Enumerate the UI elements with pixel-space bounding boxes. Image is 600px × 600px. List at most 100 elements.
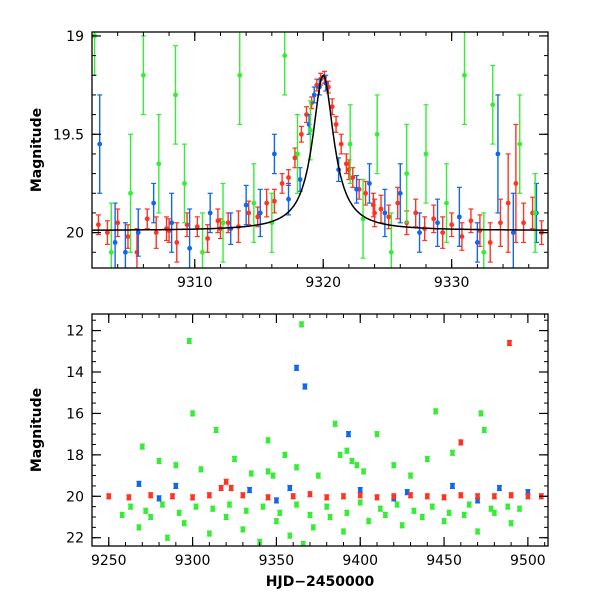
data-point-green [361, 468, 367, 475]
data-point-blue [404, 489, 410, 496]
data-point-green [340, 528, 346, 535]
data-point-green [277, 509, 283, 516]
data-point-red [441, 494, 447, 501]
data-point-green [199, 212, 205, 268]
data-point-blue [169, 192, 175, 253]
data-point-green [108, 202, 114, 268]
data-point-green [173, 462, 179, 469]
data-point-red [246, 200, 252, 226]
data-point-green [220, 182, 226, 263]
data-point-green [382, 511, 388, 519]
data-point-green [190, 410, 196, 417]
data-point-green [226, 501, 232, 508]
data-point-green [315, 472, 321, 479]
data-point-red [374, 494, 380, 501]
data-point-blue [495, 94, 501, 214]
data-point-blue [112, 202, 118, 268]
data-point-green [478, 410, 484, 417]
data-point-green [444, 163, 450, 244]
data-point-green [287, 532, 293, 539]
data-point-green [394, 501, 400, 508]
y-tick-label: 20 [66, 226, 84, 242]
data-point-green [248, 470, 254, 477]
data-point-green [265, 437, 271, 444]
data-point-green [307, 511, 313, 519]
data-point-red [497, 198, 503, 247]
x-tick-label: 9450 [426, 553, 462, 569]
data-point-green [374, 431, 380, 438]
data-point-green [466, 501, 472, 508]
x-tick-label: 9350 [259, 553, 295, 569]
data-point-red [333, 115, 339, 133]
data-point-green [408, 472, 414, 479]
x-tick-label: 9500 [510, 553, 546, 569]
data-point-red [144, 208, 150, 230]
data-point-blue [173, 482, 179, 490]
data-point-red [468, 208, 474, 234]
data-point-blue [435, 198, 441, 247]
data-point-red [505, 153, 511, 253]
data-point-green [517, 505, 522, 512]
data-point-red [459, 222, 465, 251]
data-point-blue [510, 192, 516, 268]
data-point-blue [456, 186, 462, 247]
data-point-red [378, 194, 384, 224]
data-point-red [525, 493, 531, 500]
data-point-blue [357, 486, 363, 494]
y-tick-label: 22 [66, 531, 84, 547]
data-point-blue [346, 431, 351, 438]
data-point-green [481, 212, 487, 268]
top-plot-frame [91, 31, 549, 269]
data-point-blue [302, 383, 308, 390]
data-point-red [225, 212, 231, 234]
data-point-green [411, 507, 417, 514]
top-series-group [92, 32, 545, 268]
data-point-green [232, 455, 237, 463]
data-point-red [290, 493, 296, 500]
data-point-green [419, 513, 425, 521]
data-point-blue [151, 182, 157, 224]
data-point-green [213, 426, 219, 434]
data-point-red [307, 491, 313, 498]
data-point-blue [135, 208, 141, 257]
data-point-green [505, 503, 511, 510]
x-tick-label: 9300 [175, 553, 211, 569]
data-point-green [139, 443, 145, 450]
data-point-blue [496, 484, 502, 492]
data-point-green [517, 94, 523, 194]
data-point-red [408, 492, 414, 499]
data-point-green [347, 104, 353, 185]
data-point-green [282, 32, 288, 96]
data-point-red [506, 339, 512, 347]
data-point-blue [122, 222, 128, 268]
data-point-green [237, 32, 243, 126]
data-point-green [481, 426, 487, 434]
data-point-green [446, 509, 452, 516]
data-point-red [125, 224, 131, 249]
data-point-green [462, 32, 468, 126]
bottom-series-group [106, 321, 544, 546]
data-point-green [156, 457, 162, 465]
x-tick-label: 9400 [342, 553, 378, 569]
data-point-red [255, 206, 261, 228]
data-point-red [115, 208, 121, 238]
data-point-red [424, 493, 430, 500]
data-point-green [294, 501, 300, 508]
data-point-green [156, 113, 162, 214]
data-point-green [140, 35, 146, 116]
data-point-red [184, 212, 190, 238]
data-point-blue [287, 484, 293, 492]
data-point-green [198, 466, 204, 473]
data-point-blue [228, 212, 234, 245]
data-point-green [374, 94, 380, 175]
data-point-blue [417, 212, 423, 253]
x-tick-label: 9320 [305, 275, 341, 291]
data-point-blue [136, 480, 142, 487]
data-point-green [449, 449, 455, 456]
x-tick-label: 9310 [177, 275, 213, 291]
data-point-red [391, 493, 397, 500]
panel-top-zoom: 9310 9320 9330 19 19.5 20 Magnitude [29, 29, 549, 291]
data-point-red [228, 484, 234, 492]
data-point-blue [397, 163, 403, 224]
data-point-red [265, 494, 271, 501]
